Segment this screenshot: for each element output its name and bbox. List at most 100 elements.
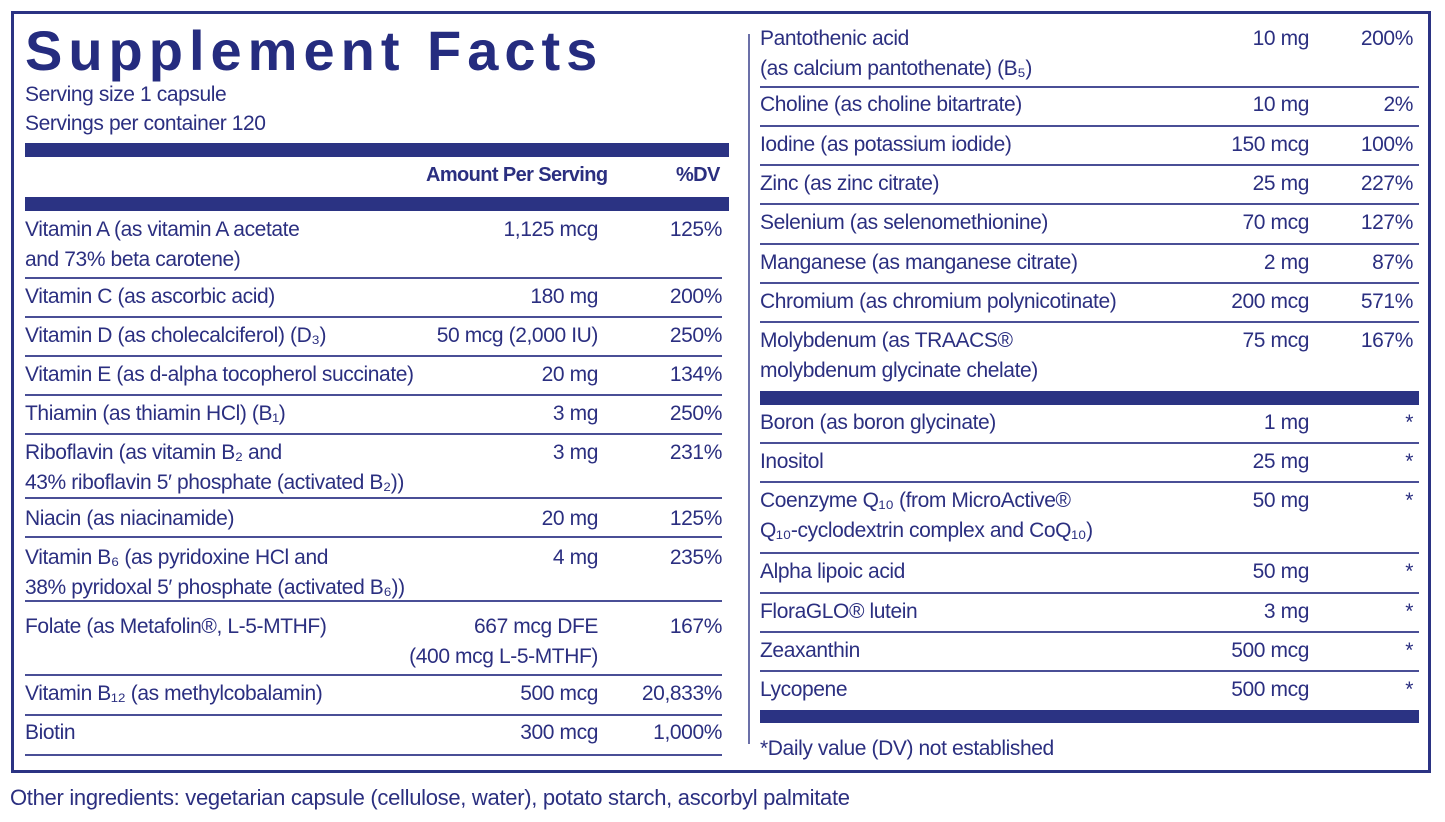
row-divider <box>25 714 722 716</box>
nutrient-name: Choline (as choline bitartrate) <box>760 93 1022 116</box>
nutrient-dv: 100% <box>1360 133 1414 156</box>
nutrient-dv: * <box>1405 639 1413 662</box>
row-divider <box>25 277 722 279</box>
nutrient-amount: 10 mg <box>1252 27 1310 50</box>
row-divider <box>25 600 722 602</box>
nutrient-amount: 500 mcg <box>1231 639 1309 662</box>
row-divider <box>760 164 1419 166</box>
column-divider <box>748 34 750 744</box>
row-divider <box>760 125 1419 127</box>
row-divider <box>760 282 1419 284</box>
nutrient-amount: 50 mg <box>1252 489 1310 512</box>
nutrient-amount: 3 mg <box>552 402 598 425</box>
nutrient-dv: 250% <box>669 402 723 425</box>
nutrient-dv: 200% <box>1360 27 1414 50</box>
nutrient-dv: 2% <box>1383 93 1413 116</box>
nutrient-name: Manganese (as manganese citrate) <box>760 251 1078 274</box>
nutrient-name: Vitamin E (as d-alpha tocopherol succina… <box>25 363 414 386</box>
nutrient-amount: 50 mg <box>1252 560 1310 583</box>
row-divider <box>25 316 722 318</box>
nutrient-dv: 1,000% <box>653 721 722 744</box>
nutrient-name: Selenium (as selenomethionine) <box>760 211 1048 234</box>
nutrient-dv: 134% <box>669 363 723 386</box>
nutrient-name: Vitamin B₆ (as pyridoxine HCl and 38% py… <box>25 546 405 599</box>
row-divider <box>760 631 1419 633</box>
nutrient-name: Vitamin B₁₂ (as methylcobalamin) <box>25 682 323 705</box>
servings-per-container: Servings per container 120 <box>25 112 266 135</box>
nutrient-name: Zinc (as zinc citrate) <box>760 172 940 195</box>
nutrient-amount: 3 mg <box>1263 600 1309 623</box>
nutrient-name: Folate (as Metafolin®, L-5-MTHF) <box>25 615 327 638</box>
serving-size: Serving size 1 capsule <box>25 83 227 106</box>
dv-footnote: *Daily value (DV) not established <box>760 737 1054 760</box>
nutrient-name: Iodine (as potassium iodide) <box>760 133 1012 156</box>
nutrient-amount: 75 mcg <box>1242 329 1310 352</box>
thick-divider-no-dv <box>760 391 1419 405</box>
nutrient-amount: 180 mg <box>530 285 598 308</box>
nutrient-name: Vitamin A (as vitamin A acetate and 73% … <box>25 218 300 271</box>
row-divider <box>760 670 1419 672</box>
row-divider <box>760 481 1419 483</box>
row-divider <box>25 536 722 538</box>
nutrient-dv: 125% <box>669 507 723 530</box>
nutrient-amount: 20 mg <box>541 507 599 530</box>
nutrient-dv: * <box>1405 411 1413 434</box>
nutrient-amount: 50 mcg (2,000 IU) <box>436 324 599 347</box>
row-divider <box>760 321 1419 323</box>
nutrient-amount: 2 mg <box>1263 251 1309 274</box>
nutrient-name: Zeaxanthin <box>760 639 860 662</box>
nutrient-amount: 1,125 mcg <box>503 218 599 241</box>
label-title: Supplement Facts <box>25 19 604 82</box>
nutrient-dv: 20,833% <box>641 682 723 705</box>
nutrient-dv: 127% <box>1360 211 1414 234</box>
nutrient-dv: 250% <box>669 324 723 347</box>
nutrient-dv: 87% <box>1372 251 1413 274</box>
nutrient-amount: 200 mcg <box>1231 290 1309 313</box>
nutrient-name: Alpha lipoic acid <box>760 560 905 583</box>
thick-divider-top <box>25 143 729 157</box>
nutrient-amount: 1 mg <box>1263 411 1309 434</box>
nutrient-name: Vitamin D (as cholecalciferol) (D₃) <box>25 324 327 347</box>
row-divider <box>25 754 722 756</box>
nutrient-amount: 150 mcg <box>1231 133 1309 156</box>
row-divider <box>760 86 1419 88</box>
nutrient-name: Pantothenic acid (as calcium pantothenat… <box>760 27 1032 80</box>
nutrient-name: Coenzyme Q₁₀ (from MicroActive® Q₁₀-cycl… <box>760 489 1093 542</box>
nutrient-dv: 227% <box>1360 172 1414 195</box>
thick-divider-bottom <box>760 710 1419 723</box>
nutrient-dv: * <box>1405 678 1413 701</box>
nutrient-dv: 231% <box>669 441 723 464</box>
nutrient-dv: 167% <box>1360 329 1414 352</box>
row-divider <box>25 355 722 357</box>
row-divider <box>760 203 1419 205</box>
nutrient-name: Lycopene <box>760 678 848 701</box>
nutrient-amount: 70 mcg <box>1242 211 1310 234</box>
nutrient-name: Vitamin C (as ascorbic acid) <box>25 285 275 308</box>
nutrient-amount: 20 mg <box>541 363 599 386</box>
other-ingredients: Other ingredients: vegetarian capsule (c… <box>10 785 850 810</box>
label-frame <box>11 11 1431 773</box>
row-divider <box>760 243 1419 245</box>
nutrient-name: Biotin <box>25 721 76 744</box>
nutrient-dv: 571% <box>1360 290 1414 313</box>
nutrient-amount: 500 mcg <box>520 682 598 705</box>
nutrient-amount: 4 mg <box>552 546 598 569</box>
nutrient-dv: * <box>1405 489 1413 512</box>
nutrient-name: Chromium (as chromium polynicotinate) <box>760 290 1117 313</box>
nutrient-amount: 667 mcg DFE (400 mcg L-5-MTHF) <box>409 615 598 668</box>
nutrient-name: Riboflavin (as vitamin B₂ and 43% ribofl… <box>25 441 404 494</box>
nutrient-name: Niacin (as niacinamide) <box>25 507 235 530</box>
nutrient-name: Molybdenum (as TRAACS® molybdenum glycin… <box>760 329 1038 382</box>
nutrient-dv: 235% <box>669 546 723 569</box>
nutrient-amount: 500 mcg <box>1231 678 1309 701</box>
nutrient-dv: 125% <box>669 218 723 241</box>
nutrient-amount: 25 mg <box>1252 450 1310 473</box>
nutrient-name: Thiamin (as thiamin HCl) (B₁) <box>25 402 286 425</box>
header-dv: %DV <box>676 164 720 186</box>
row-divider <box>25 674 722 676</box>
nutrient-name: Inositol <box>760 450 824 473</box>
nutrient-name: FloraGLO® lutein <box>760 600 918 623</box>
nutrient-amount: 300 mcg <box>520 721 598 744</box>
row-divider <box>760 592 1419 594</box>
row-divider <box>760 552 1419 554</box>
